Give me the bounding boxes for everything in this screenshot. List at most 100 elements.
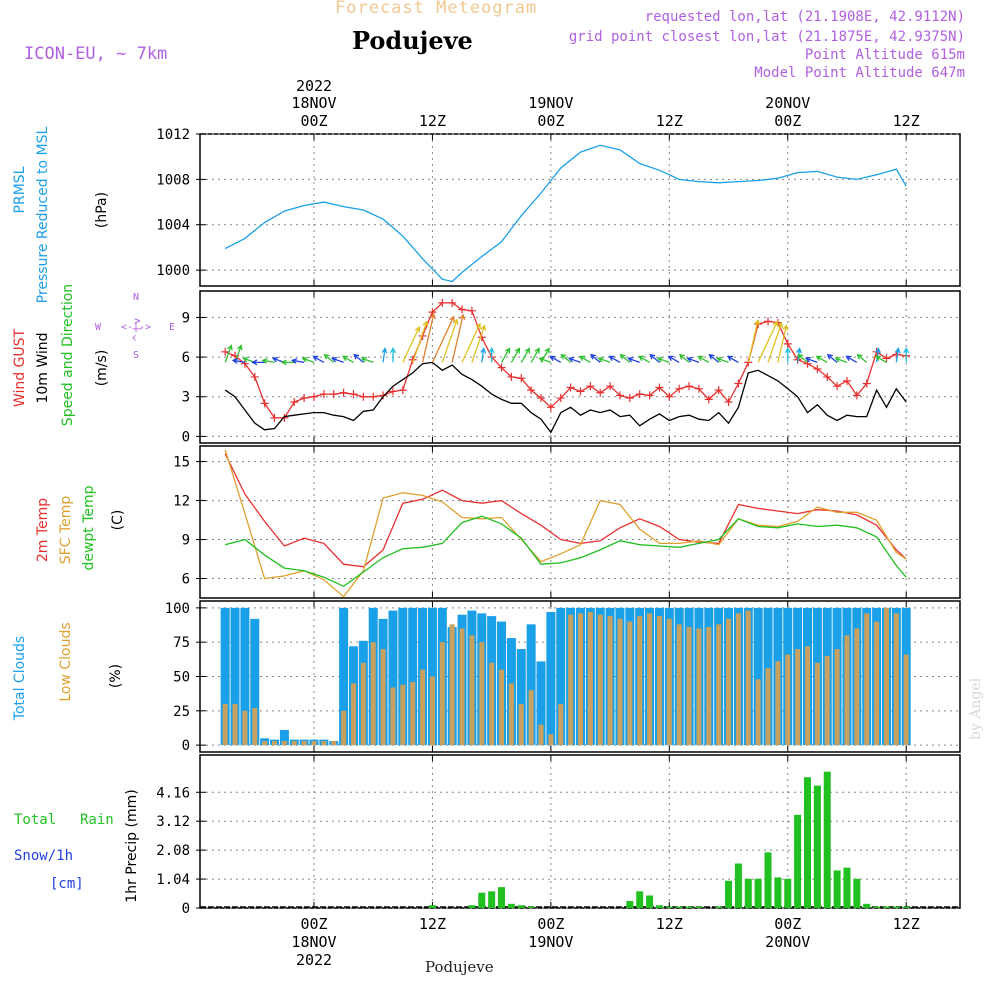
bar-precip [972, 890, 979, 908]
model-altitude: Model Point Altitude 647m [754, 65, 965, 81]
bar-low-clouds [814, 662, 820, 746]
y-tick-label: 6 [182, 350, 190, 366]
bar-low-clouds [538, 724, 544, 746]
bar-low-clouds [726, 618, 732, 746]
bar-low-clouds [548, 734, 554, 746]
ylabel-sfc-temp: SFC Temp [58, 496, 74, 565]
series-line-2m-temp [224, 453, 907, 568]
y-tick-label: 9 [182, 310, 190, 326]
ylabel-rain: Rain [80, 812, 114, 828]
y-tick-label: 25 [173, 704, 190, 720]
gust-point-marker [240, 359, 249, 368]
wind-direction-arrow [441, 318, 459, 363]
gust-point-marker [783, 339, 792, 348]
wind-direction-arrow [649, 353, 660, 363]
bar-low-clouds [499, 669, 505, 746]
bar-low-clouds [716, 624, 722, 746]
bar-low-clouds [439, 642, 445, 746]
wind-direction-arrow [280, 359, 295, 366]
gust-point-marker [734, 379, 743, 388]
wind-direction-arrow [412, 320, 429, 363]
top-axis-date-label: 20NOV [765, 94, 810, 112]
wind-direction-arrow [856, 353, 868, 363]
bar-total-clouds [220, 607, 230, 746]
wind-direction-arrow [251, 359, 265, 366]
gust-point-marker [270, 413, 279, 422]
ylabel-2m-temp: 2m Temp [35, 498, 51, 562]
gust-point-marker [823, 372, 832, 381]
wind-direction-arrow [678, 353, 690, 363]
wind-direction-arrow [290, 358, 305, 364]
wind-direction-arrow [331, 356, 344, 364]
y-tick-label: 2.08 [156, 843, 190, 859]
top-axis-hour-label: 12Z [419, 112, 446, 130]
plot-area [224, 144, 907, 283]
bar-precip [892, 906, 900, 908]
y-tick-label: 1000 [156, 263, 190, 279]
bar-precip [517, 905, 525, 908]
bar-precip [527, 906, 535, 908]
gust-point-marker [714, 386, 723, 395]
wind-direction-arrow [360, 356, 374, 364]
wind-direction-arrow [431, 315, 455, 363]
ylabel-snow-unit: [cm] [50, 876, 84, 892]
compass-n: N [133, 292, 139, 303]
gust-point-marker [842, 376, 851, 385]
bottom-axis-hour-label: 00Z [300, 915, 327, 933]
bar-low-clouds [587, 611, 593, 746]
model-label: ICON-EU, ~ 7km [24, 44, 168, 64]
bottom-axis-hour-label: 12Z [656, 915, 683, 933]
wind-direction-arrow [540, 347, 550, 363]
gust-point-marker [250, 372, 259, 381]
wind-direction-arrow [608, 355, 621, 363]
panel-frame [199, 290, 961, 444]
bar-low-clouds [281, 741, 287, 746]
y-tick-label: 75 [173, 635, 190, 651]
series-line-wind-gust [224, 302, 907, 419]
bar-low-clouds [577, 613, 583, 746]
top-axis-date-label: 19NOV [528, 94, 573, 112]
bar-low-clouds [420, 669, 426, 746]
bar-total-clouds [230, 607, 240, 746]
wind-direction-arrow [656, 356, 670, 364]
wind-direction-arrow [500, 347, 511, 363]
gust-point-marker [221, 347, 230, 356]
bar-low-clouds [252, 708, 258, 746]
wind-direction-arrow [402, 326, 421, 363]
bar-precip [488, 891, 496, 908]
bar-low-clouds [410, 681, 416, 746]
bar-total-clouds [240, 607, 250, 746]
bar-low-clouds [558, 703, 564, 746]
wind-direction-arrow [777, 324, 789, 363]
bar-low-clouds [893, 613, 899, 746]
bar-low-clouds [666, 618, 672, 746]
wind-direction-arrow [708, 353, 720, 363]
wind-direction-arrow [638, 355, 650, 363]
bar-low-clouds [706, 627, 712, 746]
series-line-sfc-temp [224, 449, 907, 598]
wind-direction-arrow [323, 353, 335, 363]
series-line-prmsl [224, 144, 907, 283]
bar-low-clouds [301, 741, 307, 746]
bar-low-clouds [597, 614, 603, 746]
ylabel-precip: 1hr Precip (mm) [124, 789, 140, 902]
bottom-axis-date-label: 18NOV [291, 933, 336, 951]
wind-direction-arrow [597, 356, 611, 364]
wind-direction-arrow [826, 353, 838, 363]
y-tick-label: 12 [173, 494, 190, 510]
bar-low-clouds [903, 654, 909, 746]
gust-point-marker [527, 386, 536, 395]
wind-direction-arrow [530, 347, 540, 363]
bar-low-clouds [735, 613, 741, 746]
gust-point-marker [685, 382, 694, 391]
bar-precip [636, 891, 644, 908]
gust-point-marker [329, 390, 338, 399]
gust-point-marker [448, 298, 457, 307]
gust-point-marker [260, 399, 269, 408]
bar-low-clouds [864, 613, 870, 746]
y-tick-label: 0 [182, 738, 190, 754]
y-tick-label: 1012 [156, 127, 190, 143]
bar-precip [982, 883, 989, 908]
bar-total-clouds [536, 661, 546, 746]
bar-precip [754, 878, 762, 908]
